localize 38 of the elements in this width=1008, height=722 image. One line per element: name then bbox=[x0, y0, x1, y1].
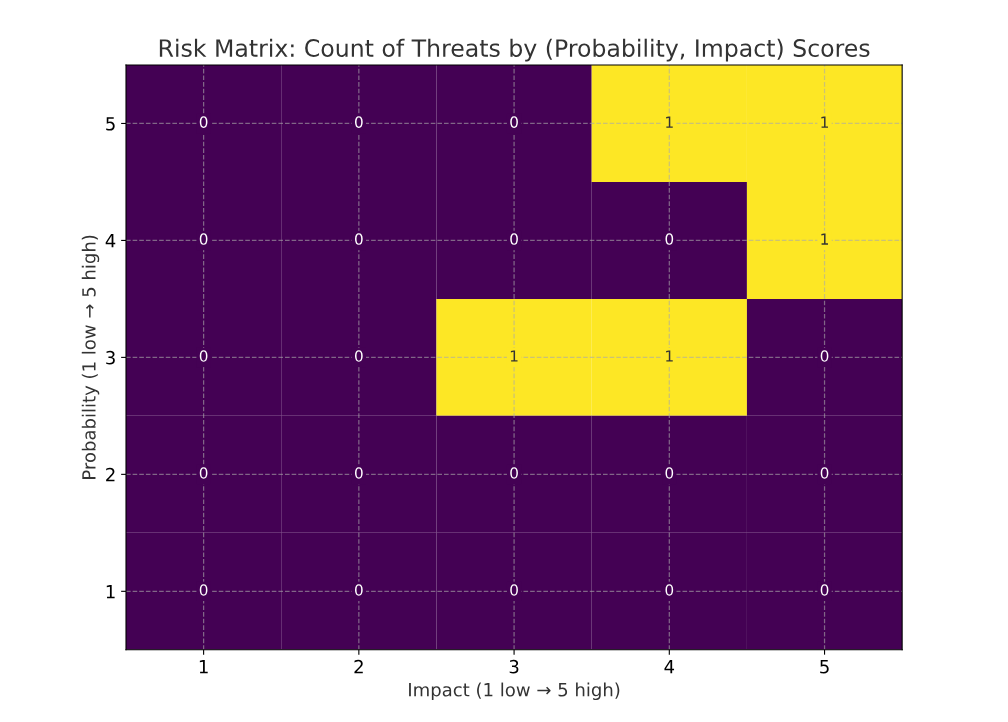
y-tick-label: 2 bbox=[106, 467, 115, 482]
data-label: 0 bbox=[199, 350, 208, 362]
data-label: 0 bbox=[510, 116, 518, 128]
data-label: 1 bbox=[821, 233, 828, 245]
data-label: 0 bbox=[199, 233, 208, 245]
data-label: 0 bbox=[199, 116, 208, 128]
x-tick-label: 2 bbox=[354, 659, 363, 674]
data-label: 0 bbox=[820, 467, 829, 479]
data-label: 0 bbox=[355, 467, 363, 479]
x-axis-title: Impact (1 low → 5 high) bbox=[409, 682, 620, 701]
data-label: 0 bbox=[510, 233, 518, 245]
data-label: 1 bbox=[666, 116, 673, 128]
data-label: 0 bbox=[355, 116, 363, 128]
y-tick-label: 1 bbox=[106, 585, 115, 599]
x-tick-label: 5 bbox=[820, 660, 829, 674]
y-tick-label: 3 bbox=[106, 350, 115, 365]
data-label: 0 bbox=[355, 350, 363, 362]
y-tick-label: 4 bbox=[105, 234, 116, 248]
data-label: 0 bbox=[199, 584, 208, 596]
data-label: 0 bbox=[820, 350, 829, 362]
x-tick-label: 4 bbox=[664, 660, 675, 674]
x-tick-label: 1 bbox=[199, 660, 208, 674]
chart-title: Risk Matrix: Count of Threats by (Probability, Impact) Scores bbox=[159, 38, 870, 62]
data-label: 1 bbox=[821, 116, 828, 128]
x-tick-label: 3 bbox=[509, 659, 519, 674]
data-label: 0 bbox=[510, 584, 518, 596]
data-label: 0 bbox=[510, 467, 518, 479]
data-label: 0 bbox=[665, 233, 674, 245]
data-label: 0 bbox=[199, 467, 208, 479]
data-label: 1 bbox=[510, 350, 518, 362]
data-label: 0 bbox=[355, 584, 363, 596]
data-label: 0 bbox=[820, 584, 829, 596]
y-axis-title: Probability (1 low → 5 high) bbox=[81, 235, 100, 479]
y-tick-label: 5 bbox=[106, 117, 115, 131]
data-label: 0 bbox=[665, 584, 674, 596]
data-label: 0 bbox=[665, 467, 674, 479]
data-label: 1 bbox=[666, 350, 673, 362]
data-label: 0 bbox=[355, 233, 363, 245]
